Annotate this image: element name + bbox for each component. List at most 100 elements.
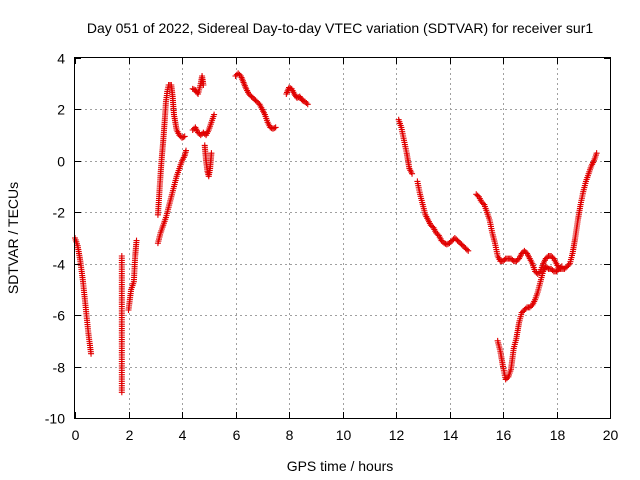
data-point <box>542 255 549 262</box>
data-point <box>500 258 506 265</box>
data-point <box>447 238 454 245</box>
data-point <box>446 240 453 247</box>
data-point <box>548 265 555 272</box>
data-point <box>473 191 480 198</box>
y-tick-label: -10 <box>45 411 65 427</box>
data-point <box>561 265 568 272</box>
y-tick-label: -4 <box>53 257 66 273</box>
data-point <box>181 133 188 140</box>
data-point <box>513 258 520 265</box>
data-point <box>562 264 569 271</box>
data-point <box>449 237 456 244</box>
data-point <box>553 268 560 275</box>
axis-ticks <box>75 58 611 419</box>
data-point <box>504 375 511 382</box>
data-point <box>409 170 416 177</box>
y-axis-label: SDTVAR / TECUs <box>5 182 21 294</box>
data-point <box>235 70 242 77</box>
point-group <box>154 82 188 218</box>
data-point <box>521 307 528 313</box>
data-point <box>522 305 529 312</box>
point-group <box>473 150 600 277</box>
point-group <box>395 116 416 177</box>
x-tick-label: 8 <box>286 427 294 443</box>
data-point <box>453 236 460 243</box>
data-point <box>532 268 539 275</box>
x-tick-label: 12 <box>389 427 405 443</box>
data-point <box>520 308 527 315</box>
x-tick-label: 18 <box>550 427 566 443</box>
data-point <box>564 263 571 270</box>
data-point <box>303 100 310 106</box>
data-point <box>269 125 276 132</box>
data-point <box>271 125 278 132</box>
data-point <box>462 245 469 252</box>
tick-labels: 0 2 4 6 8 10 12 14 16 18 20 -10 -8 -6 -4 -2 0 2 4 <box>45 51 619 444</box>
data-point <box>441 240 448 247</box>
point-group <box>232 70 279 132</box>
data-point <box>133 237 140 244</box>
data-point <box>438 237 445 244</box>
data-point <box>249 94 256 101</box>
data-point <box>536 269 543 276</box>
data-point <box>245 91 252 97</box>
data-point <box>458 241 465 248</box>
data-point <box>521 247 528 254</box>
data-point <box>252 97 259 104</box>
data-point <box>518 309 525 316</box>
data-point <box>518 250 525 257</box>
data-point <box>459 242 466 249</box>
data-point <box>478 199 485 205</box>
data-point <box>455 238 462 245</box>
data-point <box>176 132 183 139</box>
chart-title: Day 051 of 2022, Sidereal Day-to-day VTE… <box>87 20 593 36</box>
point-group <box>189 111 218 139</box>
data-point <box>299 97 306 104</box>
data-point <box>508 255 515 262</box>
x-tick-label: 6 <box>233 427 241 443</box>
y-tick-label: -2 <box>53 205 66 221</box>
data-point <box>427 222 434 229</box>
data-point <box>454 237 461 244</box>
data-point <box>251 96 258 103</box>
data-point <box>548 253 555 259</box>
data-point <box>542 263 549 270</box>
x-tick-label: 20 <box>603 427 619 443</box>
y-tick-label: -8 <box>53 360 66 376</box>
data-point <box>286 84 292 91</box>
data-point <box>189 85 196 92</box>
data-point <box>544 254 551 261</box>
data-point <box>272 124 279 131</box>
data-point <box>544 264 551 271</box>
data-point <box>556 265 563 272</box>
data-point <box>463 246 470 253</box>
data-point <box>200 129 207 136</box>
data-point <box>253 98 260 105</box>
x-tick-label: 16 <box>496 427 512 443</box>
data-points <box>72 70 600 396</box>
data-point <box>180 134 187 141</box>
point-group <box>189 73 207 97</box>
x-tick-label: 10 <box>336 427 352 443</box>
data-point <box>565 262 572 268</box>
data-point <box>451 235 458 241</box>
data-point <box>528 303 535 310</box>
data-point <box>443 241 450 248</box>
point-group <box>414 178 472 254</box>
data-point <box>195 129 202 136</box>
point-group <box>118 253 125 396</box>
x-tick-label: 4 <box>179 427 187 443</box>
data-point <box>461 244 468 250</box>
data-point <box>509 256 516 263</box>
point-group <box>201 142 215 180</box>
point-group <box>494 263 565 383</box>
data-point <box>88 350 95 357</box>
data-point <box>526 304 533 311</box>
data-point <box>557 264 564 271</box>
data-point <box>211 111 218 118</box>
x-tick-label: 2 <box>126 427 134 443</box>
data-point <box>232 73 239 79</box>
y-tick-label: -6 <box>53 308 66 324</box>
point-group <box>283 84 311 108</box>
